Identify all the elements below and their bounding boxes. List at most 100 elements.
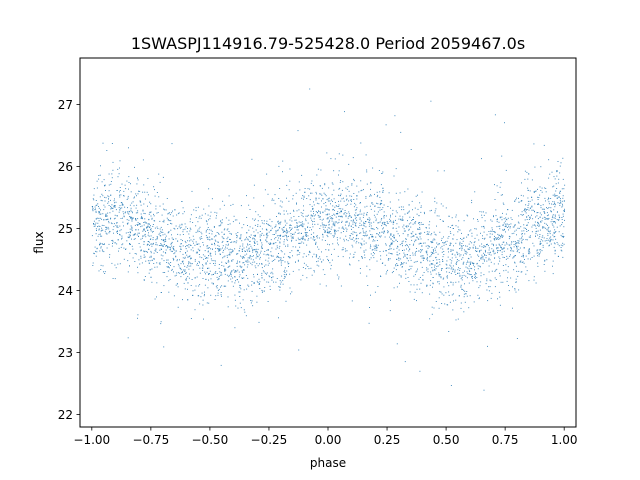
data-point [513,269,515,271]
data-point [161,231,163,233]
data-point [143,229,145,231]
data-point [111,207,112,209]
data-point [419,202,421,204]
data-point [149,227,151,228]
data-point [142,191,144,193]
data-point [131,227,133,229]
data-point [100,247,102,249]
data-point [119,196,121,198]
data-point [321,261,323,263]
data-point [267,301,269,302]
data-point [511,233,513,235]
data-point [165,237,166,239]
data-point [471,262,473,264]
data-point [122,204,124,206]
data-point [416,284,418,286]
data-point [426,267,428,269]
data-point [99,213,101,215]
data-point [389,201,391,203]
data-point [137,224,139,226]
data-point [350,225,352,227]
data-point [111,177,113,179]
data-point [550,238,552,240]
data-point [95,233,97,235]
data-point [455,281,457,283]
data-point [489,233,491,235]
data-point [257,265,259,267]
data-point [146,244,148,246]
data-point [344,224,346,226]
data-point [264,189,266,191]
data-point [522,214,524,216]
data-point [170,243,172,245]
data-point [103,251,105,253]
data-point [376,191,378,193]
data-point [474,269,475,271]
data-point [405,273,407,275]
data-point [241,277,243,279]
data-point [246,266,248,268]
data-point [542,246,544,248]
data-point [452,265,454,267]
data-point [536,250,538,252]
data-point [107,226,109,228]
data-point [396,254,398,256]
data-point [553,231,555,233]
data-point [441,268,443,270]
data-point [282,283,284,285]
data-point [156,262,158,264]
data-point [497,252,498,254]
data-point [385,215,387,217]
data-point [134,196,135,198]
data-point [396,251,398,253]
data-point [551,171,553,173]
data-point [471,242,473,244]
data-point [149,269,151,271]
data-point [514,262,516,264]
data-point [196,276,198,278]
data-point [108,222,110,224]
data-point [155,239,157,241]
data-point [216,232,218,233]
data-point [153,215,155,217]
data-point [274,226,276,228]
data-point [340,285,342,287]
data-point [135,253,137,255]
data-point [426,269,428,271]
data-point [108,198,109,200]
data-point [369,259,371,261]
data-point [274,258,276,260]
data-point [161,229,163,231]
data-point [151,218,153,220]
data-point [515,243,517,245]
data-point [506,280,508,282]
data-point [544,259,546,261]
data-point [130,191,132,193]
data-point [265,234,267,236]
data-point [95,208,96,210]
data-point [467,260,468,262]
data-point [154,227,156,229]
data-point [168,246,170,248]
data-point [286,222,288,224]
data-point [110,208,112,210]
data-point [406,254,408,256]
data-point [107,212,109,214]
data-point [331,182,333,184]
data-point [387,232,389,234]
data-point [128,210,130,212]
data-point [422,223,424,225]
data-point [505,218,507,220]
data-point [373,228,375,230]
data-point [399,282,400,284]
data-point [310,182,312,184]
data-point [210,258,212,260]
data-point [556,219,558,221]
data-point [443,254,445,255]
data-point [101,249,103,251]
data-point [119,187,121,188]
data-point [327,243,329,245]
data-point [217,294,219,296]
data-point [199,256,201,258]
data-point [501,254,503,256]
